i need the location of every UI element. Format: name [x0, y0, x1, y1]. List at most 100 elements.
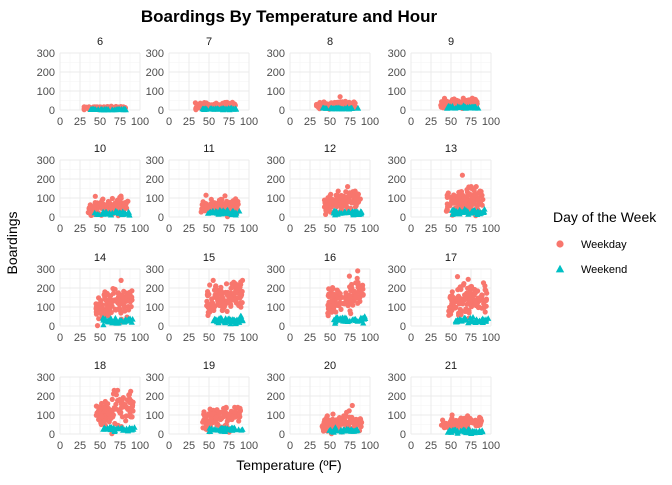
weekday-point	[337, 94, 343, 100]
weekend-point	[111, 209, 118, 215]
weekday-point	[324, 413, 330, 419]
weekday-point	[96, 295, 102, 301]
weekday-point	[129, 288, 135, 294]
weekday-point	[355, 300, 361, 306]
weekend-point	[204, 210, 212, 216]
y-tick-label: 200	[146, 67, 164, 79]
facet-strip-label: 10	[94, 143, 106, 155]
x-tick-label: 100	[482, 440, 500, 452]
x-tick-label: 75	[114, 440, 126, 452]
weekday-point	[228, 302, 234, 308]
weekday-point	[236, 418, 242, 424]
weekday-point	[482, 283, 488, 289]
y-tick-label: 0	[49, 212, 55, 224]
weekday-point	[224, 308, 230, 314]
weekday-point	[346, 273, 352, 279]
weekday-point	[461, 281, 467, 287]
weekend-point	[214, 210, 221, 216]
weekend-point	[462, 316, 469, 323]
x-tick-label: 50	[203, 332, 215, 344]
legend: Day of the Week Weekday Weekend	[553, 209, 657, 276]
facet-strip-label: 16	[324, 252, 336, 264]
weekday-point	[350, 302, 356, 308]
weekend-point	[230, 316, 237, 323]
y-tick-label: 0	[279, 321, 285, 333]
weekday-point	[109, 195, 115, 202]
x-tick-label: 25	[183, 116, 195, 128]
weekend-point	[350, 428, 357, 434]
weekday-point	[229, 415, 236, 421]
weekday-point	[448, 295, 454, 301]
weekday-point	[94, 323, 101, 329]
weekend-point	[239, 317, 246, 323]
weekday-point	[92, 200, 98, 206]
x-tick-label: 25	[425, 223, 437, 235]
weekday-point	[465, 276, 471, 282]
weekend-point	[468, 430, 475, 436]
facet-strip-label: 11	[203, 143, 214, 155]
weekday-point	[441, 420, 447, 426]
facet-panel: 12 0 25 50 75 100 0 100 200 300	[267, 143, 380, 235]
weekday-point	[98, 308, 104, 314]
weekday-point	[203, 192, 209, 198]
x-tick-label: 25	[304, 332, 316, 344]
x-tick-label: 0	[57, 440, 63, 452]
facet-panel: 7 0 25 50 75 100 0 100 200 300	[146, 36, 259, 128]
x-tick-label: 0	[287, 116, 293, 128]
x-tick-label: 100	[240, 440, 258, 452]
weekend-point	[444, 105, 451, 111]
weekday-point	[346, 408, 352, 414]
weekend-point	[222, 106, 229, 112]
weekend-point	[111, 318, 118, 325]
x-tick-label: 0	[408, 440, 414, 452]
weekday-point	[335, 419, 341, 425]
weekend-point	[200, 106, 207, 112]
weekend-point	[454, 103, 461, 110]
x-tick-label: 75	[465, 440, 477, 452]
weekday-point	[119, 292, 125, 298]
y-tick-label: 300	[267, 155, 285, 167]
weekday-point	[112, 286, 118, 292]
weekday-point	[226, 411, 232, 417]
x-tick-label: 75	[223, 440, 235, 452]
y-tick-label: 100	[388, 302, 406, 314]
facet-panel: 19 0 25 50 75 100 0 100 200 300	[146, 360, 259, 452]
weekend-point	[123, 425, 130, 432]
weekend-point	[100, 210, 108, 216]
facet-panel: 17 0 25 50 75 100 0 100 200 300	[388, 252, 501, 344]
weekday-point	[123, 418, 129, 424]
facet-strip-label: 13	[445, 143, 457, 155]
weekday-point	[117, 198, 123, 204]
weekday-point	[96, 409, 102, 415]
weekday-point	[352, 418, 358, 424]
weekday-point	[451, 192, 457, 198]
weekday-point	[93, 311, 100, 317]
weekday-point	[109, 396, 115, 402]
weekend-point	[106, 424, 113, 431]
weekday-point	[211, 304, 217, 310]
weekday-point	[236, 411, 242, 417]
weekend-point	[218, 315, 225, 321]
weekday-point	[228, 285, 234, 291]
weekend-point	[474, 211, 481, 217]
y-tick-label: 0	[400, 105, 406, 117]
y-tick-label: 0	[158, 212, 164, 224]
weekday-point	[463, 99, 469, 105]
weekend-point	[319, 104, 327, 111]
y-tick-label: 100	[37, 302, 55, 314]
weekend-point	[230, 106, 238, 112]
weekday-point	[342, 420, 348, 426]
y-tick-label: 0	[158, 105, 164, 117]
weekend-point	[222, 209, 229, 216]
x-tick-label: 75	[223, 223, 235, 235]
y-tick-label: 0	[400, 321, 406, 333]
x-tick-label: 100	[131, 116, 149, 128]
weekday-point	[110, 391, 117, 397]
weekday-point	[119, 404, 125, 410]
y-tick-label: 0	[49, 105, 55, 117]
weekday-point	[330, 411, 336, 417]
facet-panel: 13 0 25 50 75 100 0 100 200 300	[388, 143, 501, 235]
weekend-point	[100, 321, 107, 328]
x-tick-label: 75	[465, 332, 477, 344]
